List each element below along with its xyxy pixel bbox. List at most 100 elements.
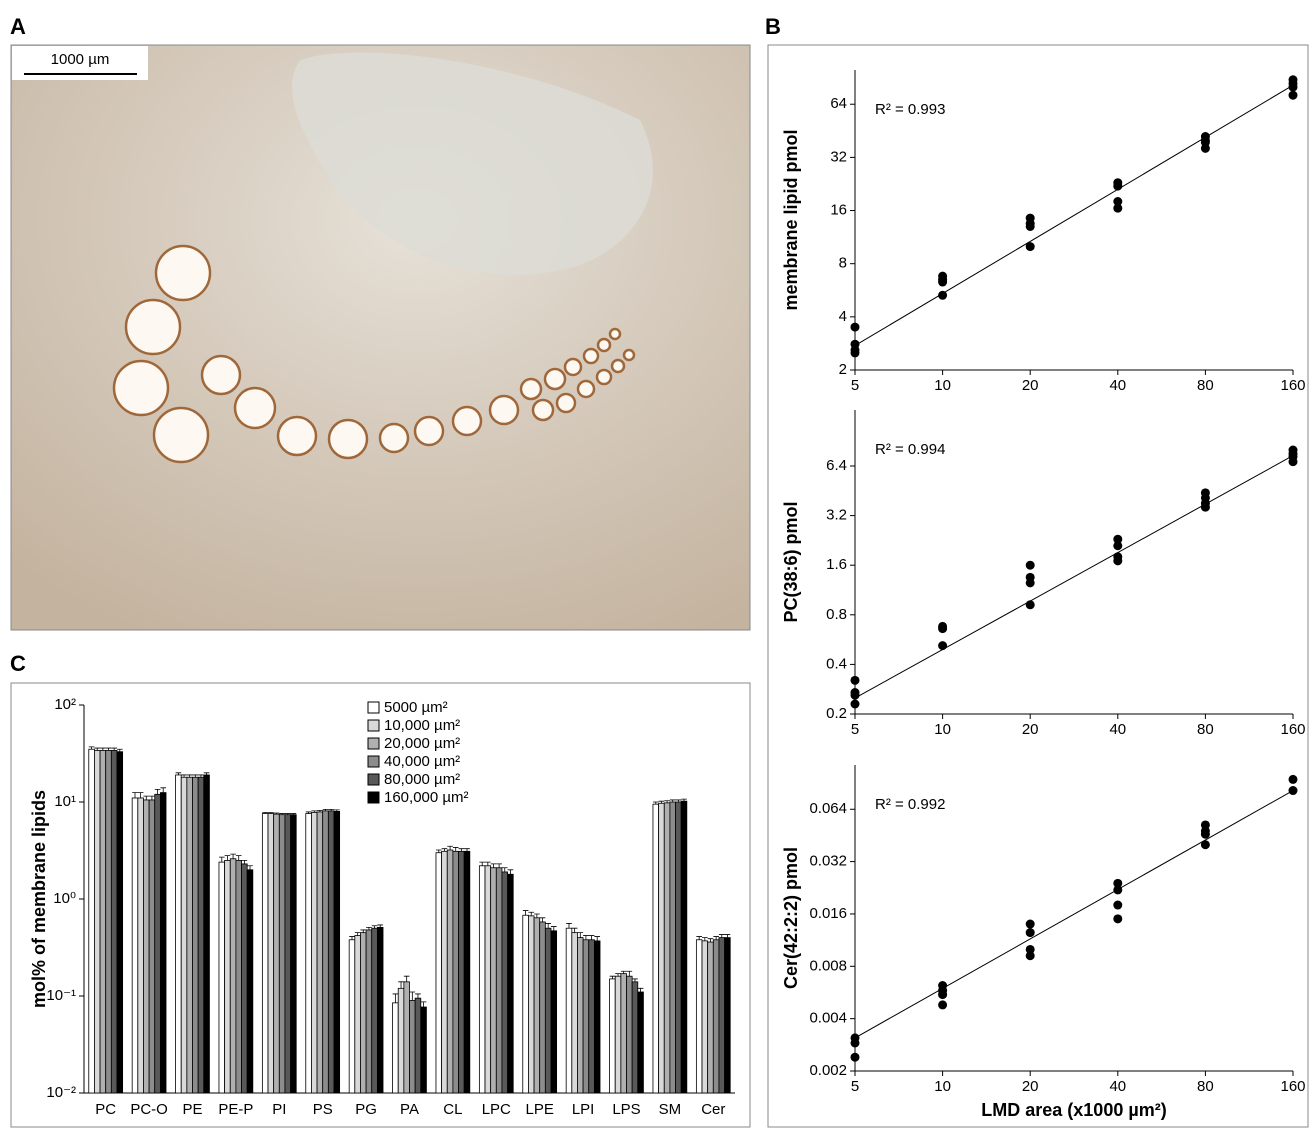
y-tick-label: 0.8 [826, 606, 847, 623]
hole [126, 300, 180, 354]
point [1113, 541, 1122, 550]
error-bar [719, 935, 725, 938]
bar [334, 811, 340, 1093]
point [1201, 840, 1210, 849]
error-bar [453, 847, 459, 851]
bar [149, 800, 155, 1093]
x-tick-label: LPS [612, 1101, 640, 1118]
error-bar [421, 1002, 427, 1007]
y-tick-label: 1.6 [826, 556, 847, 573]
point [851, 1053, 860, 1062]
x-tick-label: 5 [851, 721, 859, 738]
error-bar [138, 793, 144, 798]
bar [377, 927, 383, 1093]
point [938, 278, 947, 287]
y-tick-label: 0.064 [809, 800, 847, 817]
error-bar [594, 937, 600, 941]
error-bar [551, 927, 557, 931]
x-tick-label: 20 [1022, 1078, 1039, 1095]
bar [696, 940, 702, 1093]
x-tick-label: LPI [572, 1101, 595, 1118]
error-bar [502, 868, 508, 872]
point [1201, 144, 1210, 153]
y-axis-title: PC(38:6) pmol [781, 501, 801, 622]
y-tick-label: 10² [54, 696, 76, 713]
bar [328, 811, 334, 1093]
error-bar [149, 796, 155, 800]
x-tick-label: 160 [1280, 377, 1305, 394]
hole [380, 424, 408, 452]
bar [713, 940, 719, 1093]
point [1289, 83, 1298, 92]
bar [372, 928, 378, 1093]
point [1026, 222, 1035, 231]
bar [653, 804, 659, 1093]
bar [638, 992, 644, 1093]
error-bar [160, 788, 166, 793]
error-bar [479, 862, 485, 866]
x-tick-label: PC [95, 1101, 116, 1118]
hole [453, 407, 481, 435]
error-bar [545, 923, 551, 928]
bar [89, 749, 95, 1093]
x-tick-label: 40 [1109, 377, 1126, 394]
point [938, 1000, 947, 1009]
bar [621, 974, 627, 1093]
x-tick-label: SM [659, 1101, 682, 1118]
y-tick-label: 10⁰ [53, 890, 76, 907]
bar [436, 853, 442, 1093]
bar [479, 866, 485, 1093]
point [851, 699, 860, 708]
micrograph: 1000 µm [11, 45, 750, 630]
legend-label: 80,000 µm² [384, 771, 460, 788]
hole [415, 417, 443, 445]
y-tick-label: 10⁻² [46, 1084, 76, 1101]
bar [268, 814, 274, 1093]
hole [521, 379, 541, 399]
error-bar [638, 988, 644, 992]
x-tick-label: 160 [1280, 721, 1305, 738]
legend-label: 20,000 µm² [384, 735, 460, 752]
point [1113, 182, 1122, 191]
hole [557, 394, 575, 412]
bar [143, 800, 149, 1093]
bar [204, 775, 210, 1093]
legend-swatch [368, 702, 379, 713]
error-bar [610, 976, 616, 979]
x-tick-label: PC-O [130, 1101, 168, 1118]
error-bar [583, 936, 589, 940]
error-bar [436, 850, 442, 853]
error-bar [404, 976, 410, 982]
annotation: R² = 0.994 [875, 441, 945, 458]
x-tick-label: 80 [1197, 721, 1214, 738]
error-bar [589, 936, 595, 940]
x-tick-label: 5 [851, 1078, 859, 1095]
x-tick-label: PE [182, 1101, 202, 1118]
bar [219, 862, 225, 1093]
bar [393, 1003, 399, 1093]
point [851, 676, 860, 685]
bar [508, 874, 514, 1093]
error-bar [702, 938, 708, 941]
legend-label: 40,000 µm² [384, 753, 460, 770]
y-tick-label: 64 [830, 95, 847, 112]
hole [624, 350, 634, 360]
hole [278, 417, 316, 455]
annotation: R² = 0.993 [875, 101, 945, 118]
error-bar [219, 857, 225, 862]
hole [545, 369, 565, 389]
hole [154, 408, 208, 462]
bar [528, 916, 534, 1093]
x-tick-label: PS [313, 1101, 333, 1118]
error-bar [632, 979, 638, 982]
y-tick-label: 8 [839, 255, 847, 272]
bar [659, 803, 665, 1093]
point [851, 348, 860, 357]
error-bar [491, 864, 497, 868]
error-bar [572, 928, 578, 932]
bar [187, 777, 193, 1093]
point [851, 1038, 860, 1047]
bar [117, 752, 123, 1093]
hole [533, 400, 553, 420]
bar [100, 750, 106, 1093]
